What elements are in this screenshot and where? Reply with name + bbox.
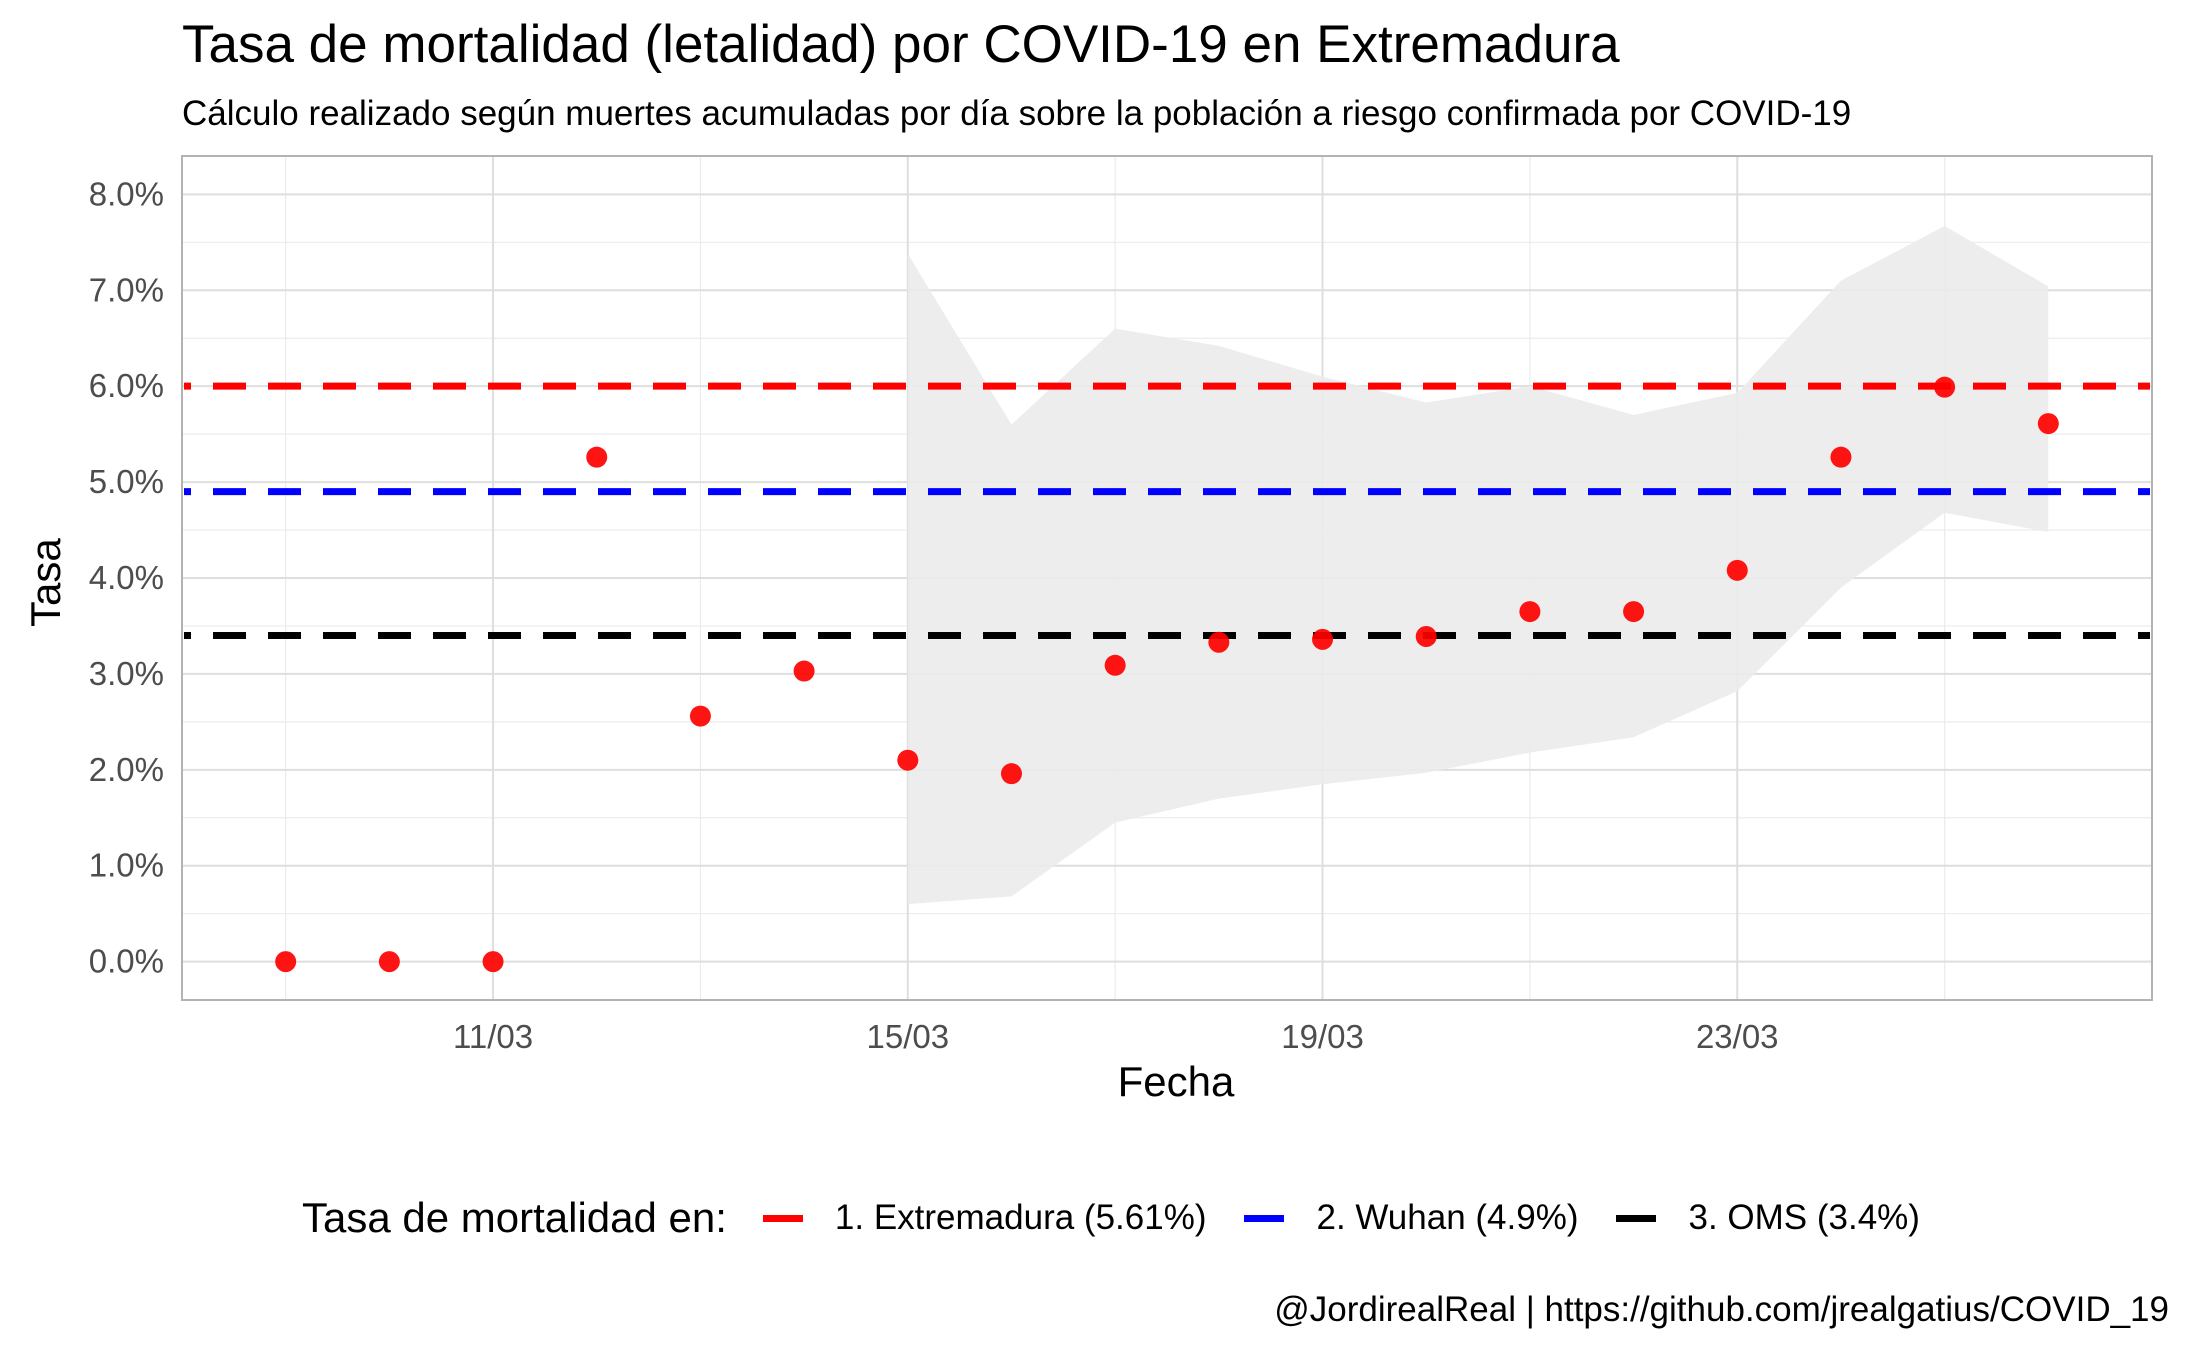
y-tick-label: 2.0% xyxy=(89,751,164,788)
legend: Tasa de mortalidad en: 1. Extremadura (5… xyxy=(302,1188,1950,1248)
legend-item-wuhan: 2. Wuhan (4.9%) xyxy=(1236,1190,1578,1246)
caption: @JordirealReal | https://github.com/jrea… xyxy=(1274,1290,2169,1329)
data-point xyxy=(793,660,815,682)
y-tick-label: 8.0% xyxy=(89,175,164,212)
confidence-ribbon xyxy=(907,226,2049,905)
data-point xyxy=(1415,626,1437,648)
legend-key-wuhan xyxy=(1236,1190,1292,1246)
y-tick-label: 4.0% xyxy=(89,559,164,596)
y-tick-label: 1.0% xyxy=(89,847,164,884)
x-tick-label: 19/03 xyxy=(1281,1018,1364,1055)
panel-border xyxy=(181,155,2153,1001)
data-point xyxy=(1519,601,1541,623)
x-tick-label: 15/03 xyxy=(866,1018,949,1055)
legend-label-wuhan: 2. Wuhan (4.9%) xyxy=(1316,1198,1579,1237)
data-point xyxy=(378,951,400,973)
data-point xyxy=(586,446,608,468)
legend-label-oms: 3. OMS (3.4%) xyxy=(1688,1198,1920,1237)
x-tick-label: 11/03 xyxy=(453,1018,533,1055)
data-point xyxy=(1623,601,1645,623)
data-point xyxy=(2037,413,2059,435)
legend-key-extremadura xyxy=(755,1190,811,1246)
y-tick-label: 0.0% xyxy=(89,943,164,980)
y-tick-label: 7.0% xyxy=(89,271,164,308)
y-axis-title: Tasa xyxy=(22,538,69,627)
axis-ticks: 0.0% 1.0% 2.0% 3.0% 4.0% 5.0% 6.0% 7.0% 8.0% 11/0… xyxy=(89,175,1779,1055)
y-tick-label: 6.0% xyxy=(89,367,164,404)
ribbon-layer xyxy=(907,226,2049,905)
legend-key-oms xyxy=(1608,1190,1664,1246)
data-point xyxy=(1312,628,1334,650)
legend-item-oms: 3. OMS (3.4%) xyxy=(1608,1190,1920,1246)
legend-label-extremadura: 1. Extremadura (5.61%) xyxy=(834,1198,1207,1237)
reference-lines xyxy=(184,382,2150,640)
data-point xyxy=(275,951,297,973)
data-point xyxy=(482,951,504,973)
y-tick-label: 3.0% xyxy=(89,655,164,692)
data-point xyxy=(1000,763,1022,785)
legend-title: Tasa de mortalidad en: xyxy=(302,1194,727,1241)
chart-title: Tasa de mortalidad (letalidad) por COVID… xyxy=(182,15,1620,74)
data-point xyxy=(1934,376,1956,398)
data-point xyxy=(689,705,711,727)
x-tick-label: 23/03 xyxy=(1696,1018,1779,1055)
data-point xyxy=(1208,631,1230,653)
chart-subtitle: Cálculo realizado según muertes acumulad… xyxy=(182,94,1852,133)
x-axis-title: Fecha xyxy=(1117,1058,1235,1105)
data-point xyxy=(897,749,919,771)
data-point xyxy=(1726,559,1748,581)
data-point xyxy=(1830,446,1852,468)
legend-item-extremadura: 1. Extremadura (5.61%) xyxy=(755,1190,1207,1246)
y-tick-label: 5.0% xyxy=(89,463,164,500)
data-point xyxy=(1104,654,1126,676)
data-points xyxy=(275,376,2059,973)
